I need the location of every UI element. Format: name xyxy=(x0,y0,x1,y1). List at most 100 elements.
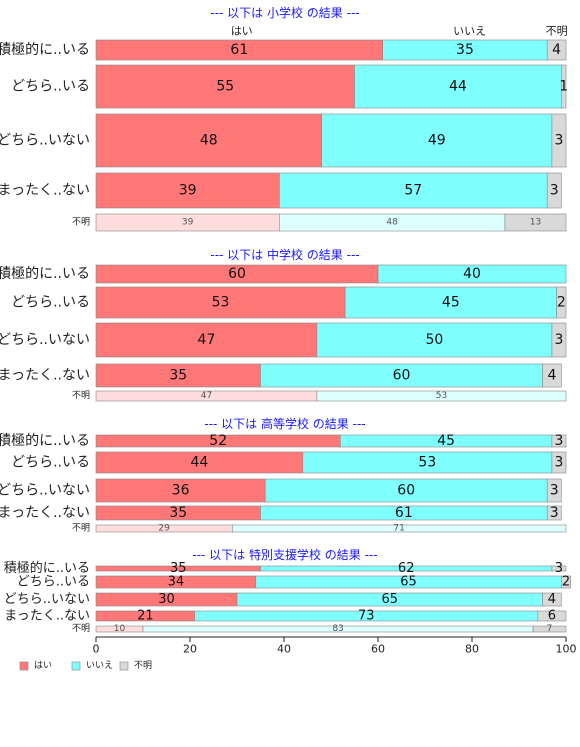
bar-value-label: 53 xyxy=(436,391,447,401)
bar-value-label: 44 xyxy=(449,79,467,95)
bar-segment xyxy=(321,113,553,168)
row-label: どちら..いる xyxy=(17,575,90,590)
bar-value-label: 48 xyxy=(386,218,398,228)
bar-value-label: 10 xyxy=(114,624,126,634)
bar-value-label: 2 xyxy=(562,575,570,590)
unknown-row-label: 不明 xyxy=(72,623,90,634)
bar-value-label: 73 xyxy=(358,609,375,624)
bar-segment xyxy=(532,625,567,633)
bar-segment xyxy=(354,64,562,109)
bar-segment xyxy=(95,172,280,209)
bar-value-label: 65 xyxy=(381,592,398,607)
bar-value-label: 47 xyxy=(201,391,212,401)
bar-value-label: 35 xyxy=(169,368,187,384)
row-label: どちら..いない xyxy=(0,483,90,499)
row-label: まったく..ない xyxy=(0,183,90,199)
row-label: どちら..いない xyxy=(0,133,90,149)
bar-value-label: 4 xyxy=(547,368,556,384)
row-label: どちら..いる xyxy=(11,79,90,95)
bar-value-label: 45 xyxy=(437,433,455,449)
x-axis-tick-label: 80 xyxy=(465,643,479,656)
x-axis-tick-label: 0 xyxy=(93,643,100,656)
bar-segment xyxy=(316,390,567,402)
bar-value-label: 4 xyxy=(552,42,561,58)
unknown-row-label: 不明 xyxy=(72,523,90,534)
bar-segment xyxy=(542,363,562,388)
bar-value-label: 50 xyxy=(425,332,443,348)
bar-value-label: 40 xyxy=(463,266,481,282)
row-label: どちら..いる xyxy=(11,455,90,471)
bar-value-label: 36 xyxy=(172,483,190,499)
panel-title: --- 以下は 高等学校 の結果 --- xyxy=(204,416,365,431)
row-label: どちら..いる xyxy=(11,295,90,311)
legend-swatch xyxy=(119,661,129,671)
bar-value-label: 39 xyxy=(179,183,197,199)
panel-title: --- 以下は 小学校 の結果 --- xyxy=(210,5,359,20)
bar-value-label: 61 xyxy=(230,42,248,58)
bar-value-label: 6 xyxy=(548,609,556,624)
bar-segment xyxy=(560,64,567,109)
bar-value-label: 3 xyxy=(554,455,563,471)
bar-value-label: 39 xyxy=(182,218,194,228)
bar-value-label: 61 xyxy=(395,505,413,521)
x-axis-tick-label: 60 xyxy=(371,643,385,656)
bar-value-label: 57 xyxy=(404,183,422,199)
bar-value-label: 1 xyxy=(559,79,568,95)
bar-value-label: 53 xyxy=(212,295,230,311)
bar-value-label: 3 xyxy=(550,183,559,199)
bar-segment xyxy=(551,565,567,572)
bar-value-label: 35 xyxy=(456,42,474,58)
bar-value-label: 29 xyxy=(158,524,170,534)
legend-swatch xyxy=(19,661,29,671)
bar-segment xyxy=(551,451,567,474)
bar-value-label: 45 xyxy=(442,295,460,311)
bar-value-label: 34 xyxy=(168,575,185,590)
column-header: はい xyxy=(231,25,253,38)
bar-value-label: 21 xyxy=(137,609,154,624)
bar-segment xyxy=(551,434,567,448)
row-label: まったく..ない xyxy=(0,368,90,384)
bar-segment xyxy=(546,39,567,61)
bar-value-label: 83 xyxy=(332,624,343,634)
panel-title: --- 以下は 中学校 の結果 --- xyxy=(210,247,359,262)
x-axis-tick-label: 40 xyxy=(277,643,291,656)
bar-segment xyxy=(377,264,567,284)
bar-value-label: 44 xyxy=(190,455,208,471)
row-label: まったく..ない xyxy=(0,505,90,521)
bar-value-label: 3 xyxy=(550,483,559,499)
bar-segment xyxy=(95,286,346,319)
bar-segment xyxy=(546,505,562,521)
bar-segment xyxy=(504,213,567,232)
bar-value-label: 55 xyxy=(216,79,234,95)
bar-value-label: 35 xyxy=(169,505,187,521)
legend-label: 不明 xyxy=(134,660,152,671)
panel-title: --- 以下は 特別支援学校 の結果 --- xyxy=(192,547,377,562)
unknown-row-label: 不明 xyxy=(72,217,90,228)
bar-value-label: 60 xyxy=(228,266,246,282)
bar-segment xyxy=(232,524,567,533)
row-label: どちら..いない xyxy=(4,592,90,607)
legend-label: いいえ xyxy=(86,660,113,671)
bar-segment xyxy=(95,322,318,358)
bar-segment xyxy=(560,575,571,589)
row-label: どちら..いない xyxy=(0,332,90,348)
bar-value-label: 35 xyxy=(170,561,187,576)
bar-value-label: 3 xyxy=(555,561,563,576)
unknown-row-label: 不明 xyxy=(72,390,90,401)
bar-value-label: 49 xyxy=(428,133,446,149)
bar-value-label: 13 xyxy=(530,218,541,228)
row-label: まったく..ない xyxy=(4,609,90,624)
bar-value-label: 53 xyxy=(418,455,436,471)
bar-segment xyxy=(316,322,553,358)
bar-value-label: 3 xyxy=(554,332,563,348)
bar-value-label: 62 xyxy=(398,561,415,576)
bar-value-label: 52 xyxy=(209,433,227,449)
bar-value-label: 3 xyxy=(554,433,563,449)
bar-value-label: 71 xyxy=(393,524,404,534)
bar-segment xyxy=(537,610,567,622)
bar-segment xyxy=(546,478,562,503)
bar-value-label: 30 xyxy=(158,592,175,607)
row-label: 積極的に..いる xyxy=(0,266,90,282)
row-label: 積極的に..いる xyxy=(0,42,90,58)
